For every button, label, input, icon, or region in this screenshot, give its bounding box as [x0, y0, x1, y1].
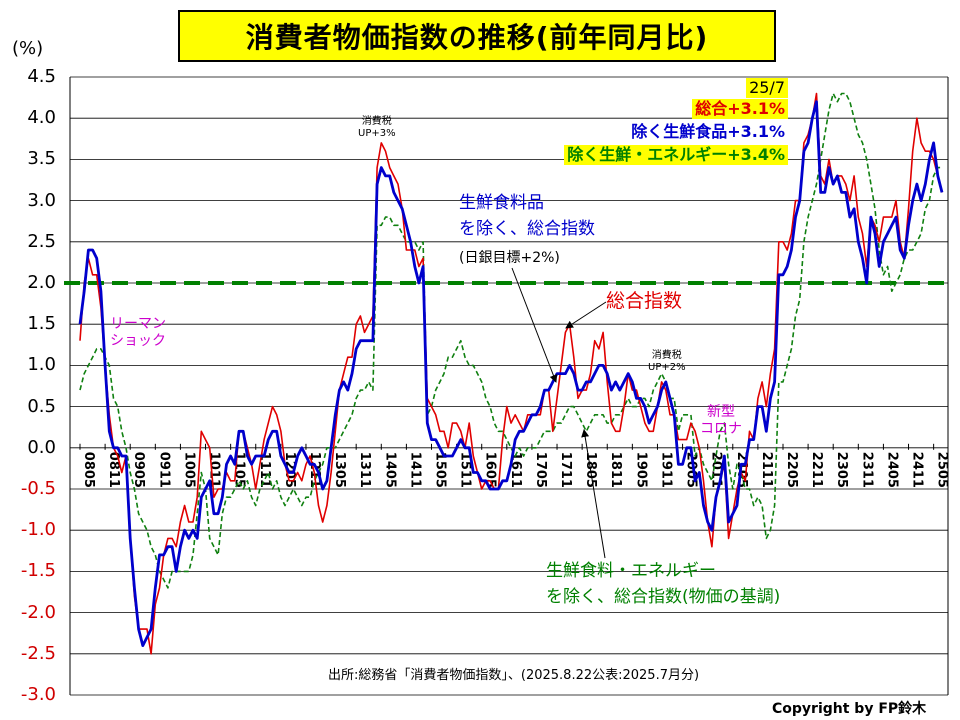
series-layer — [78, 92, 944, 655]
core-series-label-2: を除く、総合指数 — [459, 219, 595, 239]
x-tick-label: 1505 — [432, 452, 447, 488]
tax-2014-annotation: 消費税 UP+3% — [358, 116, 396, 139]
x-tick-label: 1711 — [558, 452, 573, 488]
annotation-arrows — [511, 267, 607, 559]
x-tick-label: 2211 — [809, 452, 824, 488]
x-tick-label: 0811 — [106, 452, 121, 488]
y-axis-unit: (%) — [12, 38, 44, 59]
y-tick-label: -1.0 — [20, 519, 56, 541]
y-tick-label: -0.5 — [20, 478, 56, 499]
x-tick-label: 0905 — [131, 452, 146, 488]
y-tick-label: -2.5 — [20, 642, 56, 664]
x-tick-label: 2405 — [884, 452, 899, 488]
x-tick-label: 1305 — [332, 452, 347, 488]
series-core-line — [78, 100, 944, 647]
x-tick-label: 2505 — [935, 452, 950, 488]
y-tick-label: 0.5 — [27, 395, 56, 417]
arrow-all-label — [565, 301, 607, 329]
core-series-label-1: 生鮮食料品 — [459, 193, 544, 213]
x-tick-label: 2205 — [784, 452, 799, 488]
x-tick-label: 1605 — [483, 452, 498, 488]
y-tick-label: 3.0 — [27, 189, 56, 211]
x-tick-label: 2305 — [834, 452, 849, 488]
legend-core: 除く生鮮食品+3.1% — [631, 122, 785, 141]
x-tick-label: 2411 — [910, 452, 925, 488]
y-tick-label: 2.0 — [27, 272, 56, 293]
y-tick-label: 0.0 — [27, 436, 56, 458]
all-series-label: 総合指数 — [606, 290, 683, 312]
arrow-core-core-label — [581, 429, 606, 559]
tax-2019-annotation: 消費税 UP+2% — [648, 350, 686, 373]
series-core-core-line — [79, 92, 942, 589]
y-tick-label: 1.0 — [27, 354, 56, 376]
core-core-series-label-2: を除く、総合指数(物価の基調) — [546, 587, 781, 607]
arrow-core-label — [511, 267, 558, 383]
lehman-annotation: リーマン ショック — [110, 316, 166, 349]
x-tick-label: 1411 — [407, 452, 422, 488]
x-tick-label: 1311 — [357, 452, 372, 488]
x-tick-label: 1005 — [181, 452, 196, 488]
legend-all-items: 総合+3.1% — [692, 99, 788, 119]
x-tick-label: 1705 — [533, 452, 548, 488]
x-tick-label: 1405 — [382, 452, 397, 488]
y-tick-label: 1.5 — [27, 313, 56, 335]
chart-title: 消費者物価指数の推移(前年同月比) — [178, 10, 776, 62]
y-tick-label: -1.5 — [20, 560, 56, 582]
x-tick-label: 1911 — [658, 452, 673, 488]
x-tick-label: 1905 — [633, 452, 648, 488]
y-tick-label: 3.5 — [27, 148, 56, 170]
x-tick-label: 0805 — [81, 452, 96, 488]
x-tick-label: 2311 — [859, 452, 874, 488]
x-tick-label: 2111 — [759, 452, 774, 488]
x-tick-label: 1511 — [458, 452, 473, 488]
core-series-label-3: (日銀目標+2%) — [459, 250, 560, 266]
copyright: Copyright by FP鈴木 — [772, 701, 927, 717]
grid-lines — [69, 76, 949, 696]
y-tick-label: 4.5 — [27, 66, 56, 87]
source-note: 出所:総務省「消費者物価指数」、(2025.8.22公表:2025.7月分) — [328, 668, 700, 683]
y-tick-label: -3.0 — [20, 684, 56, 705]
y-tick-label: 2.5 — [27, 230, 56, 252]
x-tick-label: 0911 — [156, 452, 171, 488]
core-core-series-label-1: 生鮮食料・エネルギー — [546, 561, 716, 581]
x-tick-label: 1811 — [608, 452, 623, 488]
y-tick-label: -2.0 — [20, 601, 56, 623]
covid-annotation: 新型 コロナ — [700, 404, 742, 437]
legend-date: 25/7 — [746, 78, 788, 98]
series-all-items-line — [79, 92, 943, 655]
legend-core-core: 除く生鮮・エネルギー+3.4% — [564, 145, 788, 165]
y-tick-label: 4.0 — [27, 107, 56, 129]
